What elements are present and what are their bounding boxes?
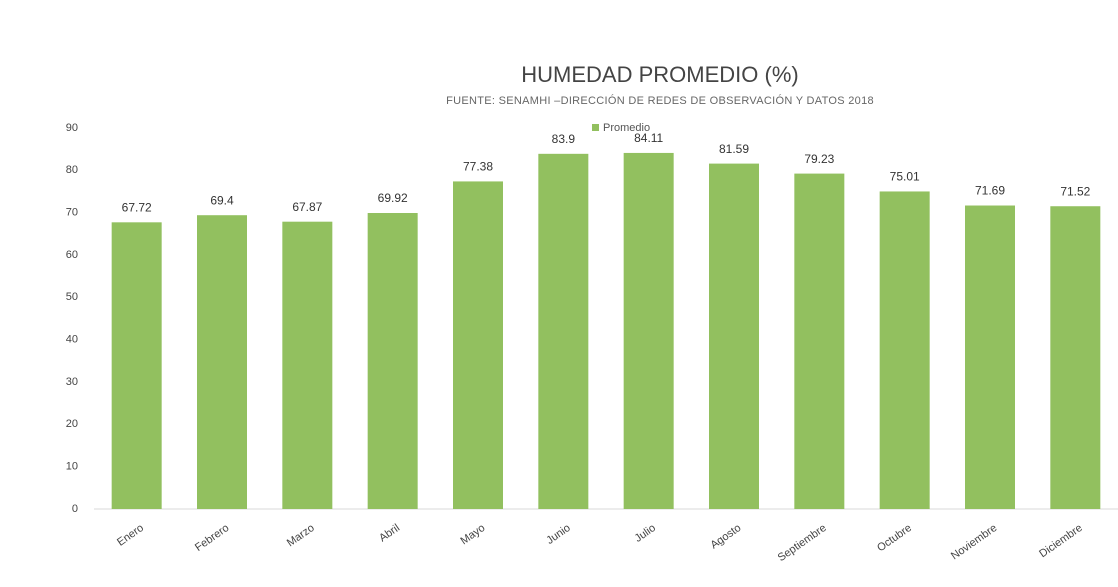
x-tick-label: Enero [115, 522, 146, 549]
y-tick-label: 0 [72, 503, 78, 515]
bar [111, 222, 162, 509]
y-tick-label: 40 [66, 334, 78, 346]
x-tick-label: Mayo [458, 522, 487, 547]
y-tick-label: 80 [66, 164, 78, 176]
bar [879, 191, 930, 509]
x-tick-label: Junio [544, 522, 572, 547]
data-label: 79.23 [804, 152, 834, 166]
x-tick-label: Septiembre [776, 522, 829, 564]
bar [794, 173, 845, 509]
data-label: 81.59 [719, 142, 749, 156]
x-tick-label: Agosto [708, 522, 743, 551]
data-label: 67.87 [292, 200, 322, 214]
y-tick-label: 50 [66, 291, 78, 303]
x-tick-label: Octubre [875, 522, 914, 554]
data-label: 75.01 [890, 170, 920, 184]
data-label: 71.52 [1060, 184, 1090, 198]
y-tick-label: 10 [66, 461, 78, 473]
x-tick-label: Noviembre [949, 522, 999, 562]
x-tick-label: Diciembre [1037, 522, 1084, 560]
data-label: 71.69 [975, 184, 1005, 198]
x-tick-label: Marzo [285, 522, 317, 549]
legend-label: Promedio [603, 122, 650, 134]
y-tick-label: 60 [66, 249, 78, 261]
bar [709, 163, 759, 509]
y-tick-label: 70 [66, 207, 78, 219]
chart-subtitle: FUENTE: SENAMHI –DIRECCIÓN DE REDES DE O… [446, 94, 874, 107]
bar [453, 181, 503, 509]
y-tick-label: 90 [66, 122, 78, 134]
data-label: 77.38 [463, 160, 493, 174]
bar [197, 215, 247, 509]
data-label: 83.9 [552, 132, 576, 146]
data-label: 84.11 [634, 131, 663, 145]
bar [538, 153, 589, 509]
bar [1050, 206, 1101, 509]
legend-swatch [592, 124, 599, 131]
x-tick-label: Abril [377, 522, 402, 544]
bar [282, 221, 333, 510]
bar [965, 205, 1015, 509]
bar [367, 213, 418, 509]
data-label: 69.92 [378, 191, 408, 205]
data-label: 67.72 [122, 200, 152, 214]
y-tick-label: 30 [66, 376, 78, 388]
y-tick-label: 20 [66, 418, 78, 430]
bar [623, 152, 674, 509]
chart-title: HUMEDAD PROMEDIO (%) [521, 62, 798, 87]
x-tick-label: Febrero [193, 522, 231, 554]
data-label: 69.4 [210, 193, 234, 207]
x-tick-label: Julio [633, 522, 658, 545]
